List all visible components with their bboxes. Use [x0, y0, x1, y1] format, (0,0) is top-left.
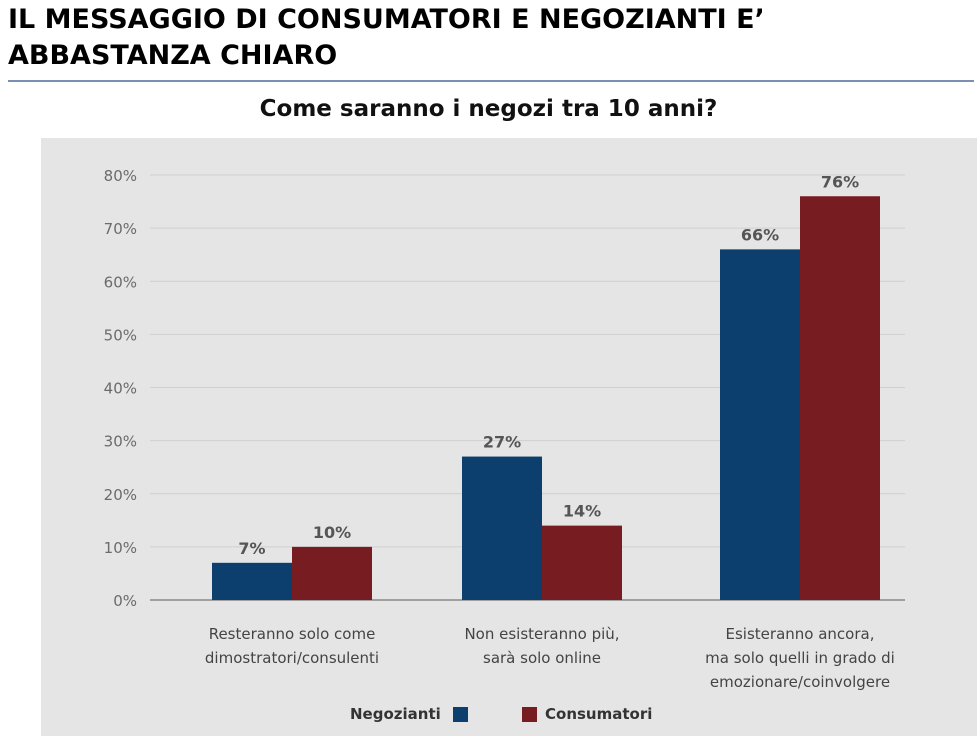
y-tick-label: 40% — [104, 380, 137, 398]
data-label: 66% — [741, 225, 779, 244]
bar-consumatori — [292, 546, 372, 600]
data-label: 10% — [313, 523, 351, 542]
bar-negozianti — [212, 562, 292, 600]
data-label: 27% — [483, 433, 521, 452]
y-tick-label: 80% — [104, 167, 137, 185]
data-label: 7% — [238, 539, 265, 558]
legend-label-negozianti: Negozianti — [350, 705, 441, 723]
legend-swatch-consumatori — [522, 706, 537, 722]
x-category-label: Resteranno solo come — [209, 625, 376, 643]
bar-consumatori — [542, 525, 622, 600]
x-category-label: Esisteranno ancora, — [726, 625, 875, 643]
legend-swatch-negozianti — [452, 706, 468, 722]
x-category-label: Non esisteranno più, — [464, 625, 619, 643]
headline: IL MESSAGGIO DI CONSUMATORI E NEGOZIANTI… — [8, 2, 968, 74]
bar-consumatori — [800, 196, 880, 600]
y-tick-label: 50% — [104, 326, 137, 344]
bar-negozianti — [462, 456, 542, 600]
header-divider — [8, 80, 974, 82]
x-category-label: emozionare/coinvolgere — [710, 673, 890, 691]
y-tick-label: 60% — [104, 273, 137, 291]
bar-negozianti — [720, 249, 800, 600]
x-category-label: dimostratori/consulenti — [205, 649, 379, 667]
y-tick-label: 20% — [104, 486, 137, 504]
y-tick-label: 10% — [104, 539, 137, 557]
headline-line-1: IL MESSAGGIO DI CONSUMATORI E NEGOZIANTI… — [8, 4, 765, 35]
y-tick-label: 0% — [113, 592, 137, 610]
x-category-label: sarà solo online — [483, 649, 601, 667]
data-label: 76% — [821, 172, 859, 191]
data-label: 14% — [563, 502, 601, 521]
x-category-label: ma solo quelli in grado di — [705, 649, 895, 667]
legend-item-negozianti: Negozianti — [350, 705, 468, 723]
headline-line-2: ABBASTANZA CHIARO — [8, 40, 338, 71]
chart-title: Come saranno i negozi tra 10 anni? — [259, 96, 718, 122]
y-tick-label: 30% — [104, 433, 137, 451]
legend-label-consumatori: Consumatori — [545, 705, 653, 723]
legend: Negozianti Consumatori — [0, 705, 977, 727]
y-tick-label: 70% — [104, 220, 137, 238]
legend-item-consumatori: Consumatori — [522, 705, 652, 723]
